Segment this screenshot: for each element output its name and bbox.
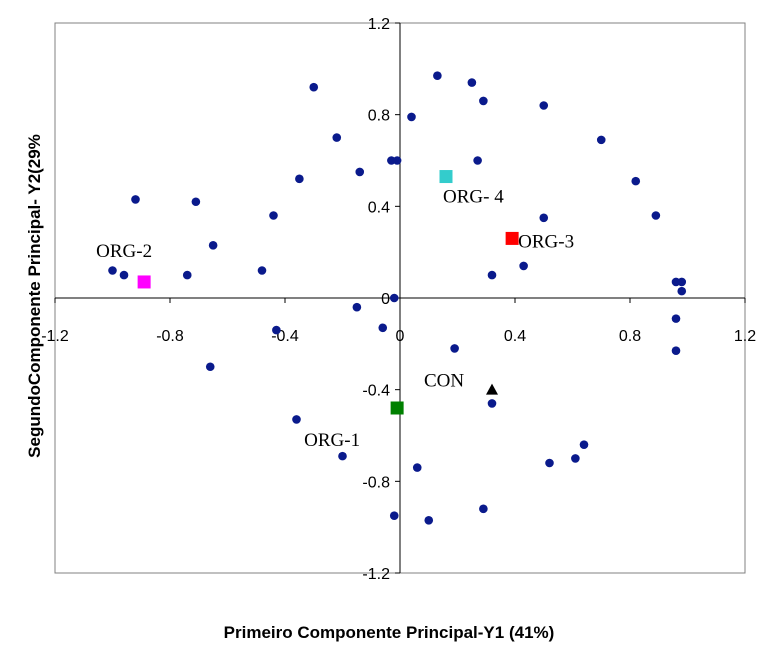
variable-point [269,211,278,220]
group-marker [390,401,404,415]
group-label: ORG-3 [518,231,574,252]
x-tick-label: 0.4 [504,328,526,345]
variable-point [191,197,201,207]
x-tick-label: 1.2 [734,328,756,345]
x-tick-label: -0.8 [156,328,184,345]
variable-point [412,463,422,472]
x-tick-label: 0 [396,328,405,345]
variable-point [355,167,365,177]
group-label: ORG- 4 [443,187,504,208]
group-label: CON [424,371,464,392]
y-tick-label: 1.2 [368,16,390,33]
variable-point [677,277,687,287]
variable-point [392,156,402,165]
variable-point [671,346,681,356]
variable-point [519,261,528,271]
y-tick-label: -1.2 [362,566,390,583]
variable-point [671,314,681,323]
variable-point [131,195,140,204]
variable-point [292,415,301,424]
variable-point [309,82,319,92]
variable-point [208,240,218,250]
variable-point [473,156,482,165]
y-tick-label: 0 [381,291,390,308]
variable-point [389,293,399,303]
variable-point [433,71,442,81]
y-tick-label: -0.8 [362,474,390,491]
variable-point [479,96,488,106]
group-marker [137,275,151,289]
variable-point [119,270,129,280]
y-axis-ticks: 1.2 0.8 0.4 0 -0.4 -0.8 -1.2 [362,16,400,583]
variable-point [378,323,388,333]
variable-point [182,270,192,280]
variable-point [332,133,342,142]
variable-point [295,174,304,184]
variable-point [450,344,459,353]
variable-point [677,286,687,296]
variable-point [479,504,488,514]
variable-point [407,112,416,122]
group-label: ORG-1 [304,430,360,451]
variable-point [467,78,477,87]
variable-points [108,71,687,525]
variable-point [389,511,399,521]
variable-point [631,176,641,186]
group-marker [486,383,498,395]
variable-point [545,458,554,468]
y-axis-title: SegundoComponente Principal- Y2(29% [25,134,44,458]
variable-point [579,440,589,449]
variable-point [651,211,661,220]
y-tick-label: 0.8 [368,108,390,125]
variable-point [596,135,606,145]
variable-point [338,451,347,461]
variable-point [205,362,215,372]
variable-point [571,454,580,463]
variable-point [424,515,434,525]
variable-point [272,325,281,335]
group-marker [505,231,519,245]
x-axis-ticks: -1.2 -0.8 -0.4 0 0.4 0.8 1.2 [41,298,756,345]
x-axis-title: Primeiro Componente Principal-Y1 (41%) [224,623,555,642]
y-tick-label: -0.4 [362,383,390,400]
group-label: ORG-2 [96,241,152,262]
variable-point [108,266,117,275]
variable-point [487,399,497,408]
variable-point [539,213,549,223]
variable-point [539,101,549,110]
group-markers: ORG-2 ORG- 4 ORG-3 ORG-1 CON [96,170,574,451]
variable-point [352,302,362,312]
variable-point [487,270,497,280]
x-tick-label: 0.8 [619,328,641,345]
x-tick-label: -1.2 [41,328,69,345]
group-marker [439,170,453,184]
y-tick-label: 0.4 [368,199,390,216]
variable-point [257,266,267,275]
